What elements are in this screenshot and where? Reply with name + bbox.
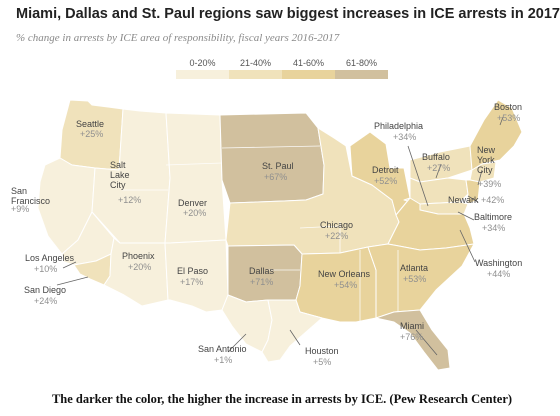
region-el-paso <box>164 239 229 313</box>
legend-item-61-80: 61-80% <box>335 58 388 79</box>
legend-item-21-40: 21-40% <box>229 58 282 79</box>
region-st-paul <box>219 112 325 204</box>
label-el-paso: El Paso <box>177 266 208 276</box>
value-dallas: +71% <box>250 277 273 287</box>
label-san-francisco-line: Francisco <box>11 196 50 206</box>
region-denver <box>164 112 227 244</box>
label-new-york-city-line: New <box>477 145 496 155</box>
value-los-angeles: +10% <box>34 264 57 274</box>
label-baltimore: Baltimore <box>474 212 512 222</box>
caption: The darker the color, the higher the inc… <box>51 392 513 406</box>
value-denver: +20% <box>183 208 206 218</box>
value-new-york-city: +39% <box>478 179 501 189</box>
label-st-paul: St. Paul <box>262 161 294 171</box>
region-philadelphia <box>403 177 469 205</box>
map-title: Miami, Dallas and St. Paul regions saw b… <box>16 6 560 22</box>
value-st-paul: +67% <box>264 172 287 182</box>
label-new-york-city: New York City <box>477 145 496 175</box>
label-phoenix: Phoenix <box>122 251 155 261</box>
label-new-york-city-line: City <box>477 165 493 175</box>
legend-item-41-60: 41-60% <box>282 58 335 79</box>
label-detroit: Detroit <box>372 165 399 175</box>
value-miami: +76% <box>400 332 423 342</box>
us-map: Seattle +25% San Francisco +9% Salt Lake Ci… <box>11 99 523 371</box>
legend-label: 61-80% <box>345 58 378 68</box>
label-newark: Newark <box>448 195 479 205</box>
label-san-antonio: San Antonio <box>198 344 247 354</box>
legend-label: 41-60% <box>292 58 325 68</box>
label-los-angeles: Los Angeles <box>25 253 75 263</box>
value-salt-lake-city: +12% <box>118 195 141 205</box>
label-salt-lake-city-line: Salt <box>110 160 126 170</box>
legend-swatch <box>335 70 388 79</box>
value-houston: +5% <box>313 357 331 367</box>
map-subtitle: % change in arrests by ICE area of respo… <box>16 32 340 44</box>
value-buffalo: +27% <box>427 163 450 173</box>
label-san-diego: San Diego <box>24 285 66 295</box>
label-boston: Boston <box>494 102 522 112</box>
value-seattle: +25% <box>80 129 103 139</box>
legend-swatch <box>282 70 335 79</box>
region-newark <box>465 179 481 205</box>
legend-label: 0-20% <box>189 58 216 68</box>
value-el-paso: +17% <box>180 277 203 287</box>
label-new-york-city-line: York <box>477 155 495 165</box>
label-salt-lake-city-line: Lake <box>110 170 130 180</box>
label-san-francisco-line: San <box>11 186 27 196</box>
label-san-francisco: San Francisco <box>11 186 50 206</box>
value-baltimore: +34% <box>482 223 505 233</box>
label-washington: Washington <box>475 258 522 268</box>
value-washington: +44% <box>487 269 510 279</box>
legend-swatch <box>229 70 282 79</box>
leader-lines <box>56 116 504 356</box>
legend-swatch <box>176 70 229 79</box>
value-san-francisco: +9% <box>11 204 29 214</box>
value-san-antonio: +1% <box>214 355 232 365</box>
label-chicago: Chicago <box>320 220 353 230</box>
label-buffalo: Buffalo <box>422 152 450 162</box>
label-houston: Houston <box>305 346 339 356</box>
label-atlanta: Atlanta <box>400 263 428 273</box>
value-newark: +42% <box>481 195 504 205</box>
region-houston <box>261 299 323 363</box>
region-phoenix <box>103 237 169 307</box>
label-miami: Miami <box>400 321 424 331</box>
legend-label: 21-40% <box>239 58 272 68</box>
label-seattle: Seattle <box>76 119 104 129</box>
value-phoenix: +20% <box>128 262 151 272</box>
value-chicago: +22% <box>325 231 348 241</box>
value-detroit: +52% <box>374 176 397 186</box>
label-dallas: Dallas <box>249 266 275 276</box>
value-atlanta: +53% <box>403 274 426 284</box>
label-philadelphia: Philadelphia <box>374 121 423 131</box>
value-philadelphia: +34% <box>393 132 416 142</box>
region-new-orleans <box>295 246 377 323</box>
label-salt-lake-city-line: City <box>110 180 126 190</box>
value-new-orleans: +54% <box>334 280 357 290</box>
value-san-diego: +24% <box>34 296 57 306</box>
label-salt-lake-city-line1: Salt Lake City <box>110 160 130 190</box>
region-miami <box>375 309 451 371</box>
value-boston: +53% <box>497 113 520 123</box>
label-new-orleans: New Orleans <box>318 269 371 279</box>
legend: 0-20% 21-40% 41-60% 61-80% <box>176 58 390 80</box>
label-denver: Denver <box>178 198 207 208</box>
legend-item-0-20: 0-20% <box>176 58 229 79</box>
region-labels: Seattle +25% San Francisco +9% Salt Lake Ci… <box>11 102 522 367</box>
